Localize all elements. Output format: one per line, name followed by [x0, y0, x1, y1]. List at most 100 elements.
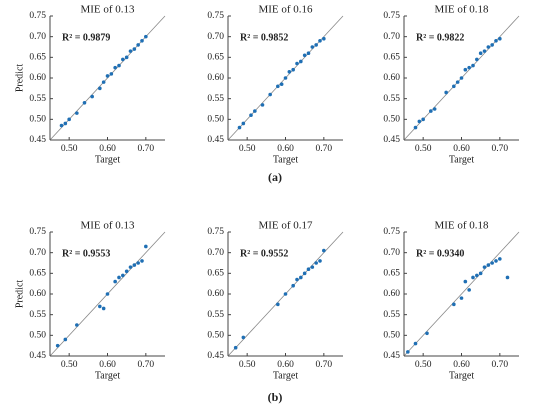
point [413, 125, 418, 130]
x-tick-label: 0.70 [138, 144, 155, 154]
y-tick-label: 0.70 [383, 248, 400, 258]
point [132, 263, 137, 267]
y-tick-label: 0.55 [383, 94, 400, 104]
chart-title: MIE of 0.13 [80, 4, 135, 16]
point [283, 76, 288, 80]
point [55, 343, 60, 348]
point [268, 92, 272, 97]
y-tick-label: 0.75 [29, 11, 46, 21]
chart-title: MIE of 0.13 [80, 220, 135, 232]
y-tick-label: 0.70 [207, 248, 224, 258]
y-tick-label: 0.50 [207, 331, 224, 341]
y-axis-label: Predict [14, 64, 25, 93]
point [467, 65, 471, 70]
y-tick-label: 0.75 [207, 11, 224, 21]
point [90, 94, 94, 99]
y-tick-label: 0.75 [383, 11, 400, 21]
point [299, 59, 303, 64]
y-tick-label: 0.75 [383, 227, 400, 237]
y-tick-label: 0.65 [207, 269, 224, 279]
point [124, 55, 129, 60]
point [310, 265, 315, 269]
y-tick-label: 0.60 [383, 289, 400, 299]
point [113, 65, 117, 70]
x-axis-label: Target [273, 370, 298, 381]
x-axis-label: Target [449, 370, 474, 381]
y-tick-label: 0.50 [383, 331, 400, 341]
y-tick-label: 0.60 [207, 73, 224, 83]
point [478, 271, 483, 276]
y-tick-label: 0.65 [383, 53, 400, 63]
point [306, 51, 311, 55]
chart-title: MIE of 0.18 [434, 220, 489, 232]
point [314, 43, 318, 47]
chart-title: MIE of 0.18 [434, 4, 489, 16]
point [421, 117, 425, 122]
y-tick-label: 0.60 [29, 289, 46, 299]
point [299, 275, 303, 280]
point [253, 109, 257, 113]
point [241, 335, 246, 340]
point [475, 57, 479, 62]
point [113, 279, 117, 284]
x-tick-label: 0.50 [415, 144, 432, 154]
point [117, 275, 121, 280]
point [478, 51, 483, 55]
point [322, 36, 326, 41]
point [475, 273, 479, 278]
point [452, 84, 456, 89]
point [291, 283, 295, 288]
point [425, 331, 429, 336]
point [314, 261, 318, 265]
y-tick-label: 0.45 [207, 351, 224, 361]
point [417, 119, 422, 124]
point [144, 34, 148, 39]
x-tick-label: 0.50 [415, 360, 432, 370]
annotation: R² = 0.9822 [416, 32, 464, 43]
point [306, 267, 311, 272]
point [486, 45, 491, 49]
y-tick-label: 0.45 [383, 351, 400, 361]
x-axis-label: Target [449, 154, 474, 165]
point [101, 80, 106, 84]
x-tick-label: 0.60 [99, 144, 116, 154]
chart-title: MIE of 0.17 [258, 220, 313, 232]
x-tick-label: 0.70 [138, 360, 155, 370]
point [322, 248, 326, 253]
point [140, 39, 144, 43]
x-tick-label: 0.60 [453, 360, 470, 370]
point [136, 261, 140, 265]
panel-label: (a) [268, 170, 282, 184]
x-axis-label: Target [95, 154, 120, 165]
y-tick-label: 0.65 [29, 269, 46, 279]
point [287, 70, 292, 74]
y-tick-label: 0.45 [29, 351, 46, 361]
point [121, 57, 125, 62]
point [291, 67, 295, 72]
y-tick-label: 0.70 [29, 248, 46, 258]
y-tick-label: 0.75 [29, 227, 46, 237]
point [429, 109, 433, 113]
point [279, 82, 284, 86]
point [117, 63, 121, 68]
point [63, 337, 68, 342]
point [482, 265, 487, 269]
reference-line [403, 231, 520, 357]
point [98, 86, 102, 91]
x-tick-label: 0.70 [316, 360, 333, 370]
y-tick-label: 0.45 [383, 135, 400, 145]
y-tick-label: 0.70 [383, 32, 400, 42]
annotation: R² = 0.9552 [240, 248, 288, 259]
y-tick-label: 0.55 [207, 310, 224, 320]
point [463, 279, 468, 284]
y-tick-label: 0.55 [29, 94, 46, 104]
y-tick-label: 0.50 [207, 115, 224, 125]
x-tick-label: 0.50 [239, 360, 256, 370]
y-tick-label: 0.65 [383, 269, 400, 279]
point [459, 296, 464, 300]
point [455, 80, 460, 84]
x-tick-label: 0.60 [277, 360, 294, 370]
y-tick-label: 0.50 [29, 331, 46, 341]
point [490, 43, 494, 47]
